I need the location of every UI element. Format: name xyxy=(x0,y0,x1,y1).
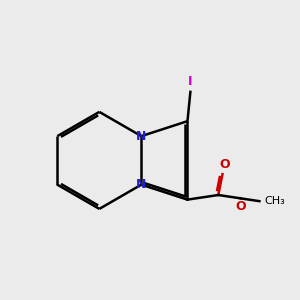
Text: I: I xyxy=(188,75,193,88)
Text: N: N xyxy=(136,178,146,191)
Text: O: O xyxy=(235,200,246,213)
Text: CH₃: CH₃ xyxy=(265,196,285,206)
Text: N: N xyxy=(136,130,146,142)
Text: O: O xyxy=(219,158,230,171)
